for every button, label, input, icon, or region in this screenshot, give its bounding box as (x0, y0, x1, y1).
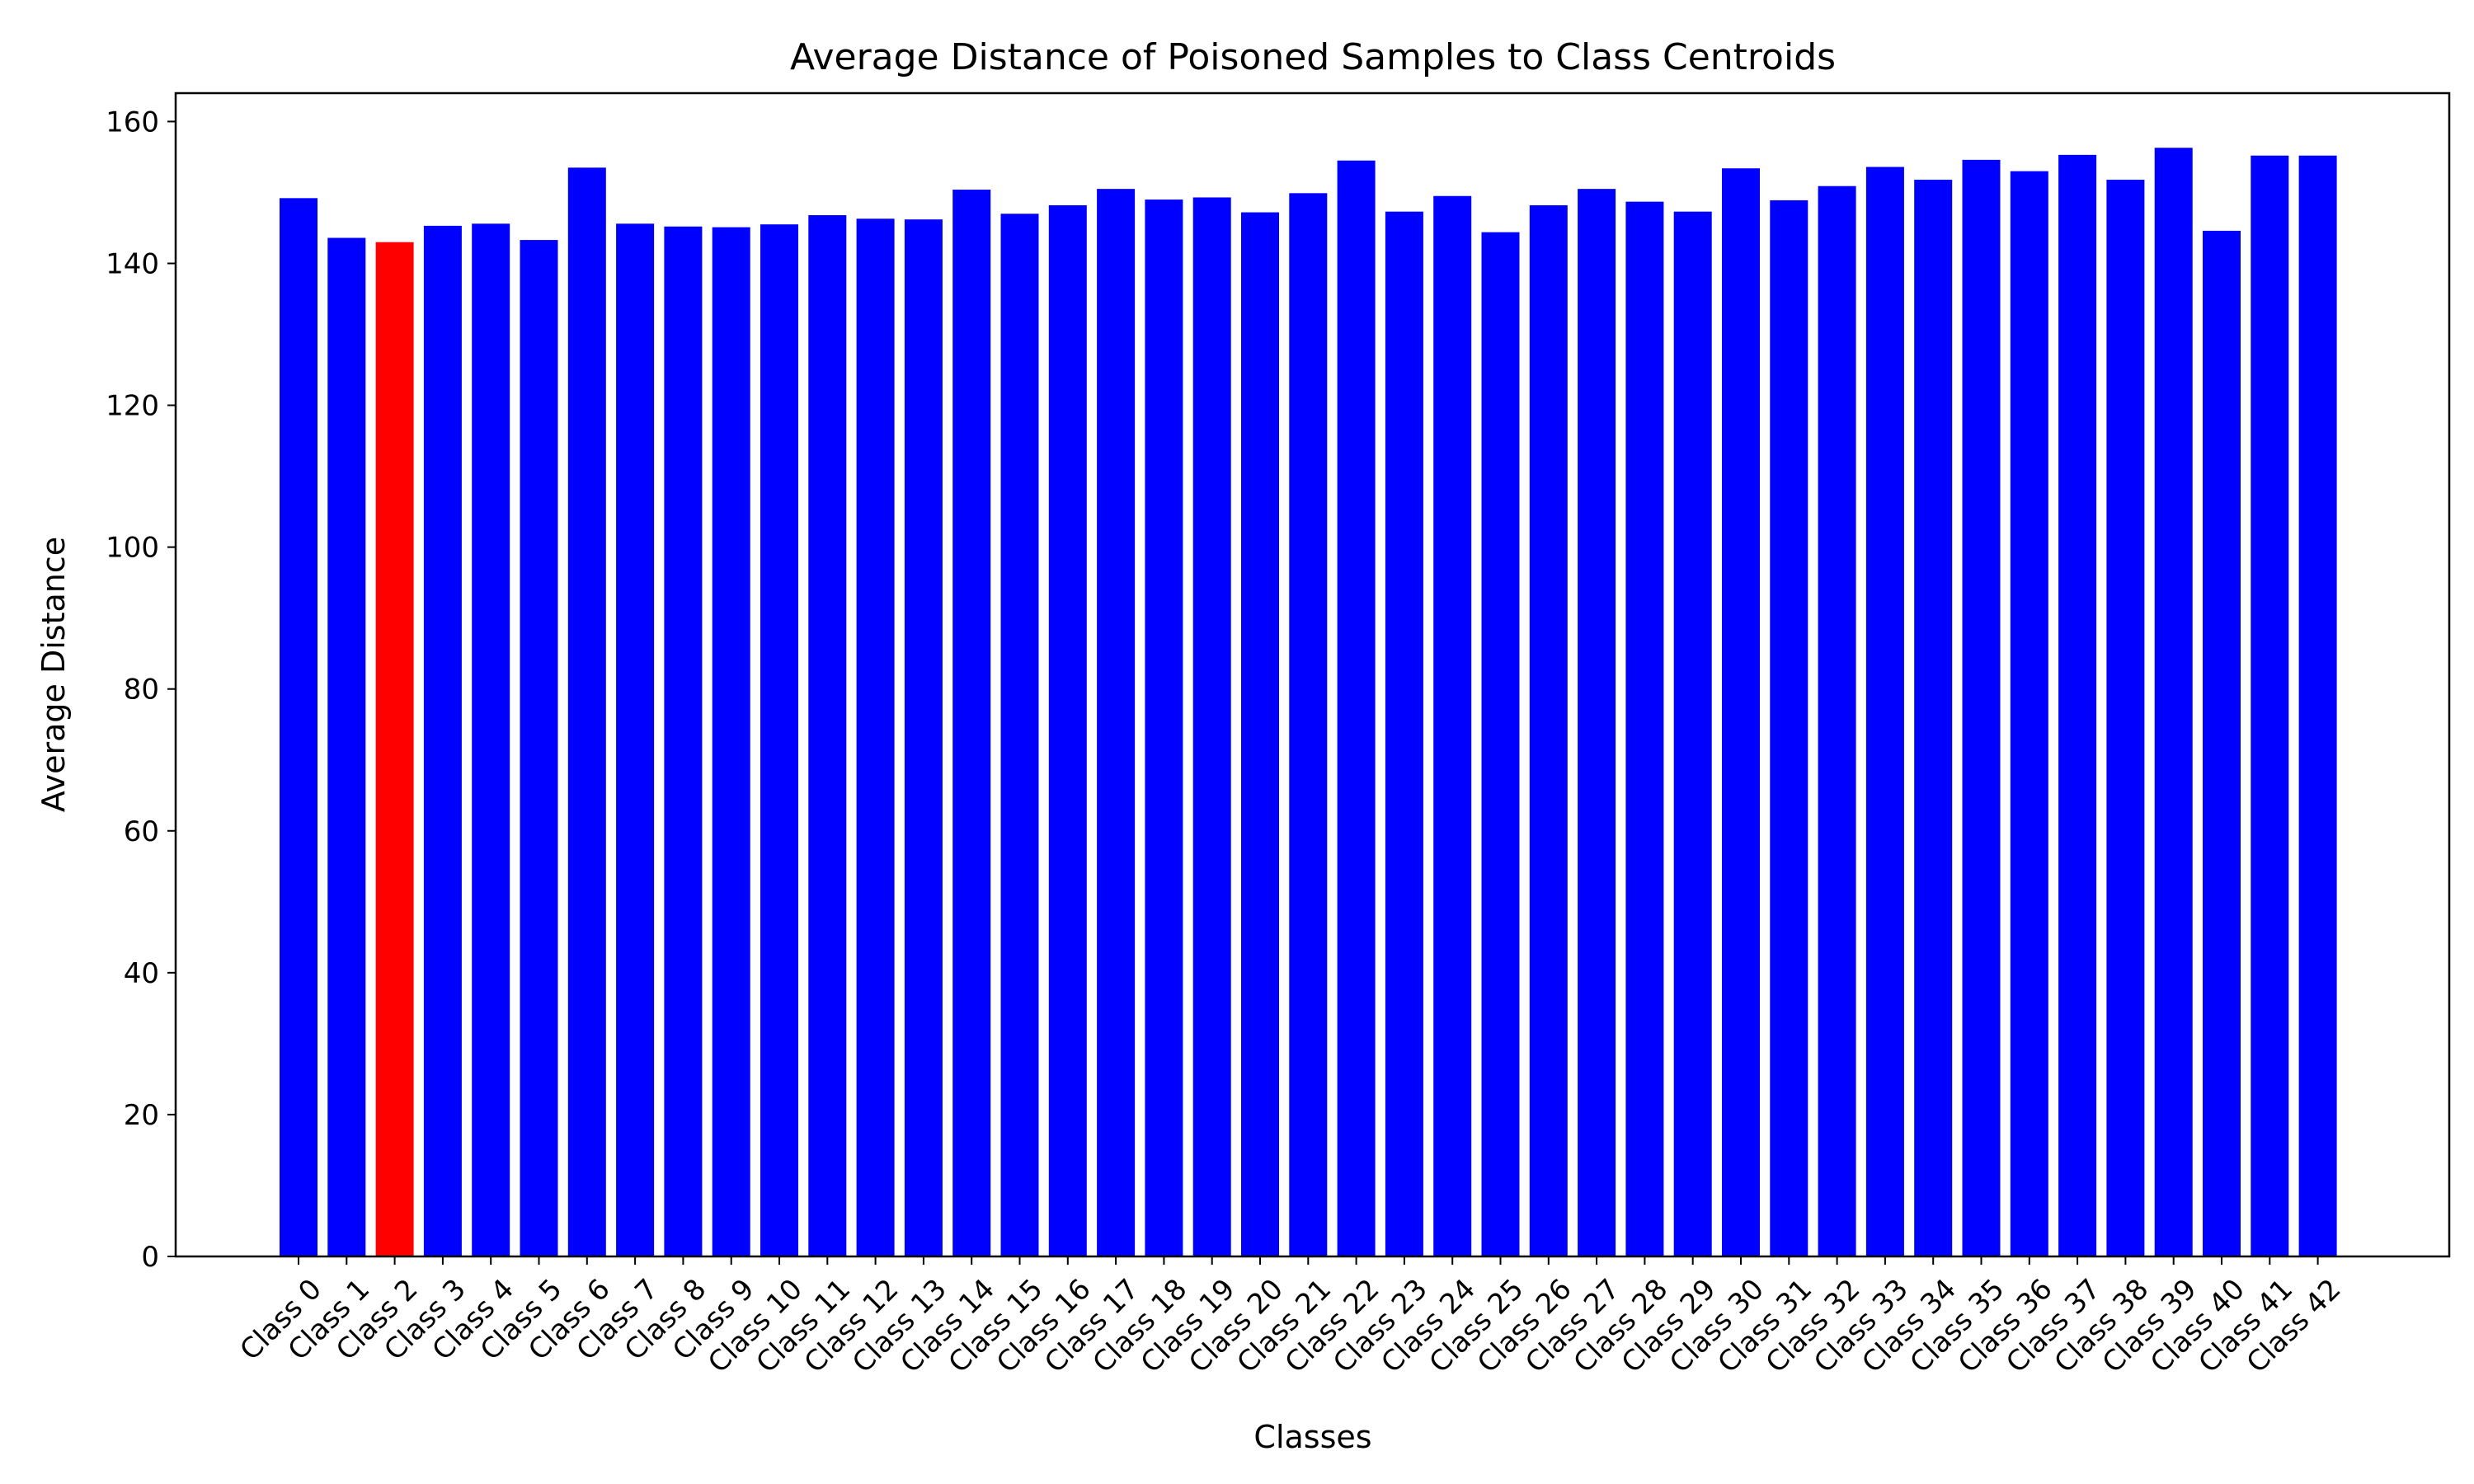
bar-class-14 (952, 190, 991, 1256)
y-tick-label: 140 (106, 247, 159, 280)
bar-class-0 (280, 198, 317, 1257)
y-axis: 0 20 40 60 80 100 120 140 160 (106, 106, 176, 1274)
bar-class-7 (616, 223, 655, 1256)
y-tick-label: 80 (124, 674, 159, 707)
bar-class-15 (1000, 214, 1039, 1256)
bar-class-27 (1578, 189, 1616, 1256)
y-tick-label: 120 (106, 390, 159, 423)
bar-class-16 (1048, 204, 1087, 1257)
bar-class-35 (1962, 159, 2001, 1256)
bar-class-30 (1722, 168, 1760, 1257)
bar-class-4 (472, 223, 510, 1256)
bar-class-20 (1241, 212, 1279, 1256)
bar-class-9 (712, 227, 750, 1256)
bar-class-32 (1818, 186, 1856, 1257)
bar-class-29 (1673, 211, 1712, 1257)
bar-class-11 (808, 214, 847, 1257)
plot-frame (174, 92, 2451, 1258)
y-tick-label: 0 (141, 1241, 159, 1274)
bar-class-41 (2251, 155, 2289, 1257)
bar-class-38 (2106, 179, 2145, 1257)
bar-class-42 (2298, 155, 2337, 1257)
bar-class-24 (1433, 195, 1472, 1256)
bar-class-8 (664, 226, 703, 1256)
y-tick-label: 100 (106, 532, 159, 565)
bar-class-5 (520, 240, 558, 1257)
bar-class-26 (1529, 204, 1568, 1257)
bar-class-34 (1914, 179, 1953, 1257)
y-axis-label: Average Distance (35, 537, 72, 812)
bar-class-36 (2010, 171, 2048, 1256)
bar-class-40 (2203, 230, 2241, 1256)
bar-class-18 (1145, 200, 1183, 1256)
bar-class-28 (1625, 201, 1664, 1256)
bar-class-22 (1337, 160, 1376, 1257)
bar-class-1 (327, 237, 366, 1256)
bar-class-39 (2154, 148, 2193, 1256)
bar-class-6 (567, 167, 606, 1257)
bar-class-17 (1097, 189, 1136, 1256)
bar-class-25 (1481, 232, 1520, 1256)
bar-class-13 (904, 219, 943, 1256)
y-tick-label: 20 (124, 1099, 159, 1132)
bar-class-37 (2058, 154, 2097, 1257)
bar-class-23 (1385, 211, 1423, 1257)
chart-title: Average Distance of Poisoned Samples to … (790, 36, 1836, 78)
bar-class-10 (760, 224, 798, 1256)
y-tick-label: 40 (124, 957, 159, 990)
bar-class-2 (375, 242, 414, 1257)
bar-class-12 (856, 218, 895, 1256)
bars-group (280, 148, 2337, 1257)
x-axis-label: Classes (1253, 1419, 1371, 1455)
bar-class-31 (1770, 200, 1808, 1256)
y-tick-label: 160 (106, 106, 159, 139)
bar-class-3 (423, 225, 462, 1256)
bar-class-33 (1865, 167, 1904, 1257)
bar-class-21 (1289, 193, 1328, 1256)
y-tick-label: 60 (124, 815, 159, 848)
bar-class-19 (1192, 197, 1231, 1257)
